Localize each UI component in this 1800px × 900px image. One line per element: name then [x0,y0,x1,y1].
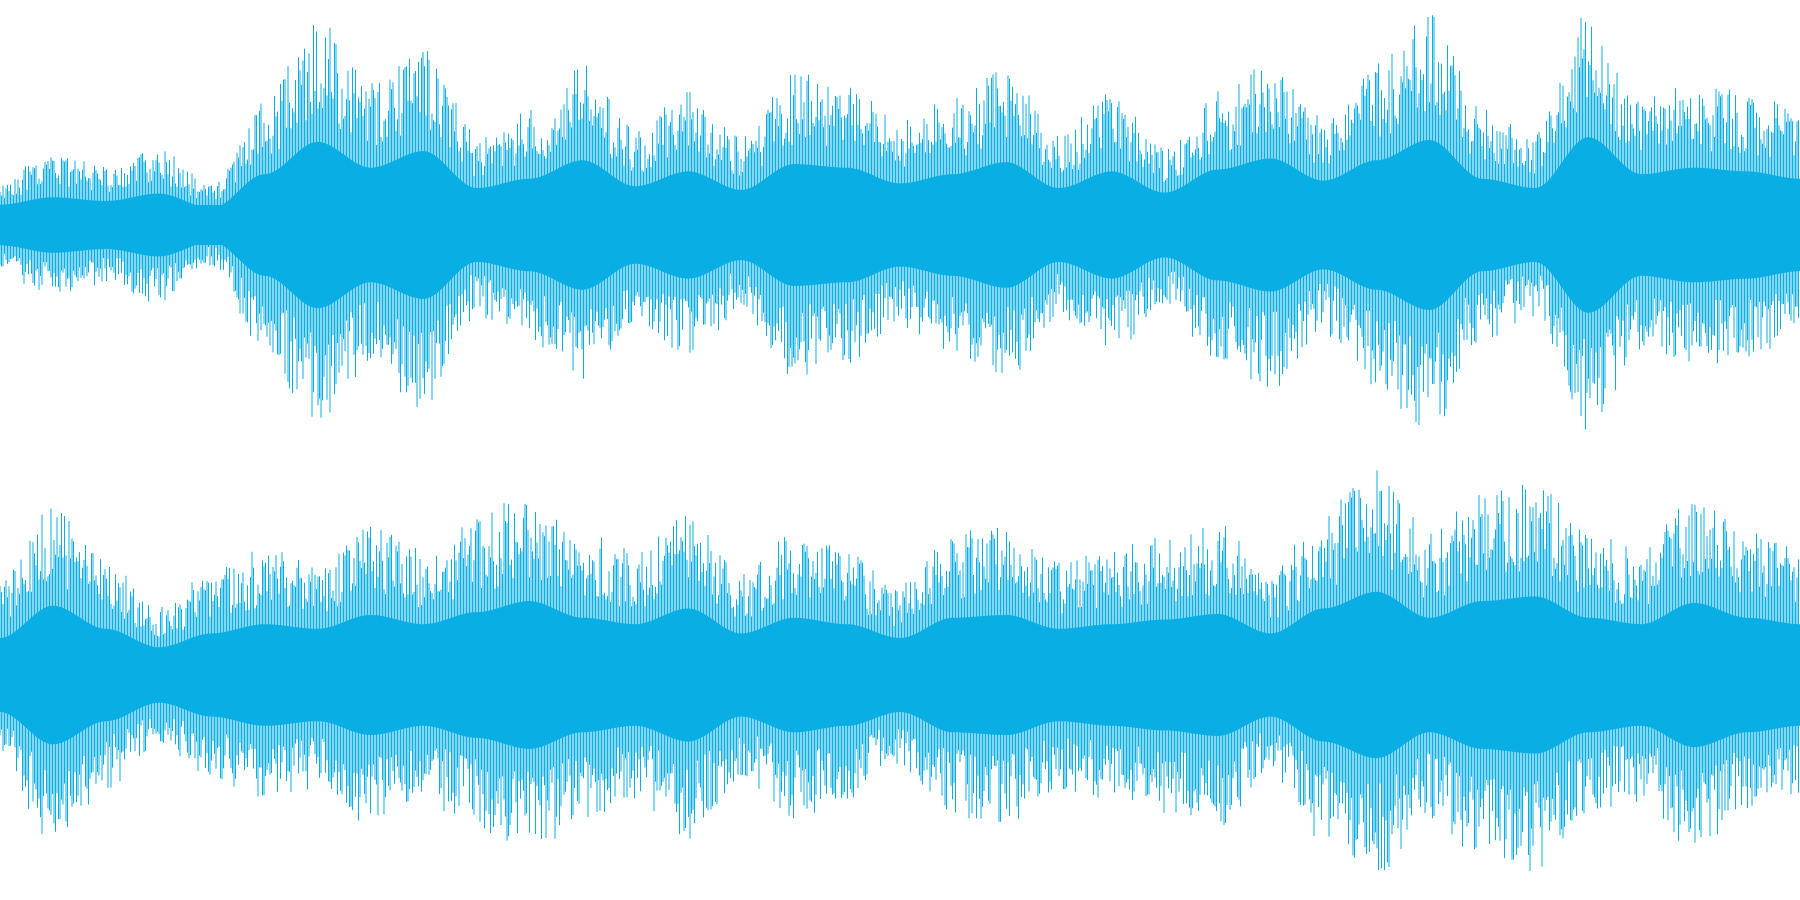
waveform-left-samples [0,15,1800,430]
waveform-right-samples [0,470,1800,871]
waveform-right-graphic [0,470,1800,871]
waveform-right-strokes [0,470,1799,871]
waveform-left-graphic [0,15,1800,430]
waveform-channel-right [0,450,1800,900]
waveform-channel-left [0,15,1800,430]
waveform-left-strokes [0,15,1799,430]
